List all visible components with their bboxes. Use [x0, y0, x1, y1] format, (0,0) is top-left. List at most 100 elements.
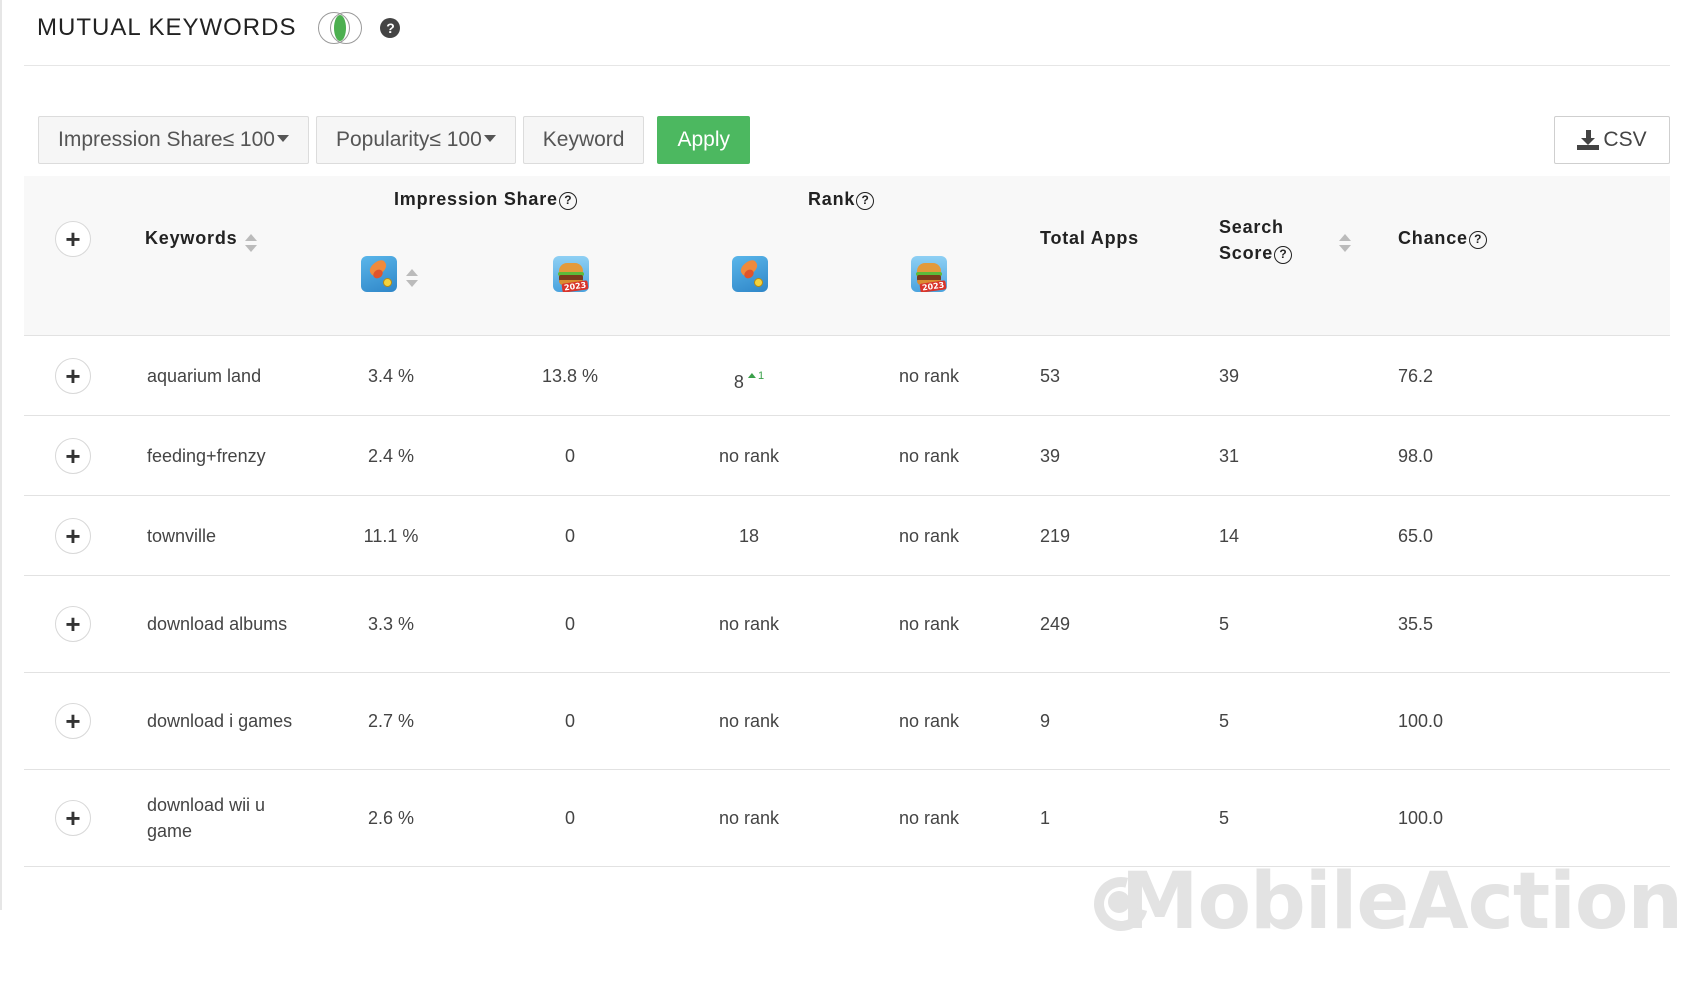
header-divider [24, 65, 1670, 66]
search-score-cell: 14 [1219, 525, 1240, 546]
impression-share-app-b-cell: 0 [564, 711, 576, 731]
mobileaction-watermark: MobileAction [1084, 857, 1682, 947]
impression-share-app-a-cell: 3.3 % [367, 614, 415, 634]
expand-row-button[interactable]: + [55, 437, 91, 474]
table-row[interactable]: + townville 11.1 % 0 18 no rank 219 14 65.0 [24, 496, 1670, 576]
fish-game-app-icon [732, 256, 768, 292]
apply-button[interactable]: Apply [657, 116, 750, 164]
chance-cell: 65.0 [1398, 525, 1434, 546]
burger-cooking-app-icon: 2023 [553, 256, 589, 292]
help-icon[interactable]: ? [558, 192, 577, 210]
rank-app-b-cell: no rank [898, 711, 960, 731]
burger-cooking-app-icon: 2023 [911, 256, 947, 292]
search-score-cell: 39 [1219, 365, 1240, 386]
keyword-filter[interactable]: Keyword [522, 116, 645, 164]
impression-share-filter-label: Impression Share≤ 100 [58, 128, 275, 151]
impression-share-app-b-cell: 0 [564, 808, 576, 828]
csv-export-button[interactable]: CSV [1554, 116, 1670, 164]
rank-app-b-cell: no rank [898, 365, 960, 386]
keyword-cell[interactable]: download albums [147, 614, 288, 634]
keyword-cell[interactable]: feeding+frenzy [147, 445, 266, 466]
expand-row-button[interactable]: + [55, 606, 91, 642]
sort-icon[interactable] [245, 234, 257, 254]
rank-app-b-cell: no rank [898, 808, 960, 828]
caret-down-icon [483, 134, 496, 142]
table-row[interactable]: + aquarium land 3.4 % 13.8 % 8 1 no rank 53 39 76… [24, 336, 1670, 416]
impression-share-app-a-cell: 11.1 % [363, 525, 419, 546]
left-divider [0, 0, 2, 910]
rank-app-a-cell: no rank [718, 711, 780, 731]
total-apps-cell: 1 [1040, 808, 1051, 828]
impression-share-app-b-cell: 0 [564, 445, 576, 466]
keyword-cell[interactable]: download i games [147, 711, 293, 731]
expand-row-button[interactable]: + [55, 357, 91, 394]
help-icon[interactable]: ? [1468, 231, 1487, 249]
impression-share-app-b-cell: 0 [564, 525, 576, 546]
impression-share-app-a-cell: 2.4 % [367, 445, 415, 466]
chance-cell: 100.0 [1398, 711, 1444, 731]
impression-share-app-a-cell: 3.4 % [367, 365, 415, 386]
keyword-cell[interactable]: townville [147, 525, 217, 546]
impression-share-app-b-cell: 0 [564, 614, 576, 634]
help-icon[interactable]: ? [380, 18, 401, 38]
popularity-filter[interactable]: Popularity≤ 100 [315, 116, 516, 164]
filter-bar: Impression Share≤ 100 Popularity≤ 100 Ke… [38, 116, 750, 164]
expand-row-button[interactable]: + [55, 800, 91, 836]
keyword-cell[interactable]: aquarium land [147, 365, 262, 386]
rank-app-b-cell: no rank [898, 445, 960, 466]
search-score-cell: 31 [1219, 445, 1240, 466]
chance-cell: 76.2 [1398, 365, 1434, 386]
chance-cell: 98.0 [1398, 445, 1434, 466]
caret-down-icon [276, 134, 289, 142]
mobileaction-logo-icon [1084, 867, 1158, 941]
rank-column-header: Rank? [808, 189, 875, 210]
rank-app-a-cell: 18 [738, 525, 760, 546]
chance-cell: 35.5 [1398, 614, 1434, 634]
rank-app-b-cell: no rank [898, 614, 960, 634]
chance-column-header: Chance? [1398, 228, 1487, 249]
table-row[interactable]: + download albums 3.3 % 0 no rank no rank 249 5… [24, 576, 1670, 673]
search-score-cell: 5 [1219, 808, 1230, 828]
table-row[interactable]: + download i games 2.7 % 0 no rank no rank 9 5 1… [24, 673, 1670, 770]
rank-change-badge: 1 [747, 370, 764, 382]
rank-app-a-cell: no rank [718, 614, 780, 634]
expand-row-button[interactable]: + [55, 703, 91, 739]
rank-app-a-cell: no rank [718, 808, 780, 828]
csv-label: CSV [1603, 128, 1647, 151]
rank-app-b-cell: no rank [898, 525, 960, 546]
table-header: + Keywords Impression Share? Rank? 2023 … [24, 176, 1670, 336]
table-row[interactable]: + download wii u game 2.6 % 0 no rank no rank… [24, 770, 1670, 867]
sort-icon[interactable] [1339, 234, 1351, 254]
sort-icon[interactable] [406, 269, 418, 289]
total-apps-cell: 249 [1040, 614, 1071, 634]
impression-share-column-header: Impression Share? [394, 189, 577, 210]
table-row[interactable]: + feeding+frenzy 2.4 % 0 no rank no rank 39 31 9… [24, 416, 1670, 496]
keywords-column-header[interactable]: Keywords [145, 228, 238, 248]
fish-game-app-icon [361, 256, 397, 292]
impression-share-filter[interactable]: Impression Share≤ 100 [38, 116, 309, 164]
help-icon[interactable]: ? [1274, 246, 1293, 264]
table-body: + aquarium land 3.4 % 13.8 % 8 1 no rank 53 39 76… [24, 336, 1670, 867]
page-title: MUTUAL KEYWORDS [37, 14, 297, 41]
help-icon[interactable]: ? [856, 192, 875, 210]
chance-cell: 100.0 [1398, 808, 1444, 828]
total-apps-column-header: Total Apps [1040, 228, 1139, 248]
download-icon [1577, 130, 1600, 150]
expand-all-button[interactable]: + [55, 221, 91, 257]
search-score-cell: 5 [1219, 614, 1230, 634]
keyword-cell[interactable]: download wii u game [147, 795, 266, 841]
expand-row-button[interactable]: + [55, 517, 91, 554]
popularity-filter-label: Popularity≤ 100 [335, 128, 482, 151]
total-apps-cell: 53 [1040, 365, 1061, 386]
search-score-cell: 5 [1219, 711, 1230, 731]
search-score-column-header[interactable]: Search Score? [1219, 214, 1293, 266]
total-apps-cell: 39 [1040, 445, 1061, 466]
impression-share-app-a-cell: 2.7 % [367, 711, 415, 731]
total-apps-cell: 219 [1040, 525, 1071, 546]
total-apps-cell: 9 [1040, 711, 1051, 731]
section-header: MUTUAL KEYWORDS ? [37, 6, 401, 50]
venn-overlap-icon[interactable] [318, 12, 363, 44]
impression-share-app-b-cell: 13.8 % [541, 365, 599, 386]
arrow-up-icon [747, 372, 756, 378]
